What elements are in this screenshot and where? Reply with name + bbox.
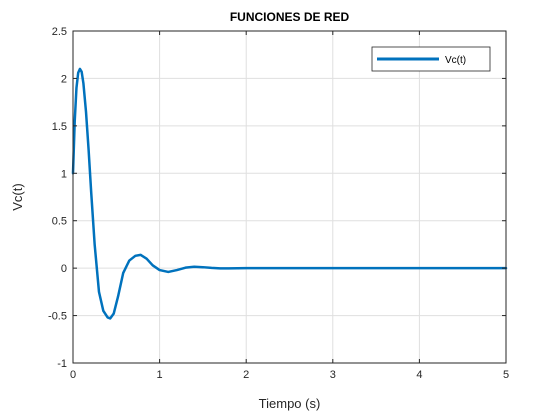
y-tick-label: 0.5 xyxy=(52,216,67,228)
y-tick-label: 2 xyxy=(61,73,67,85)
legend-entry-label: Vc(t) xyxy=(445,55,466,66)
y-tick-label: 1.5 xyxy=(52,121,67,133)
series-line xyxy=(71,67,508,320)
x-tick-label: 3 xyxy=(330,369,336,381)
chart-title: FUNCIONES DE RED xyxy=(230,10,350,24)
axes-box xyxy=(72,30,507,364)
series-layer xyxy=(71,67,508,320)
x-tick-label: 1 xyxy=(157,369,163,381)
x-tick-label: 5 xyxy=(503,369,509,381)
plot-area xyxy=(73,31,506,363)
y-tick-label: 1 xyxy=(61,168,67,180)
x-tick-label: 4 xyxy=(416,369,422,381)
y-axis-label: Vc(t) xyxy=(10,183,25,210)
y-tick-label: -1 xyxy=(57,358,67,370)
ticks xyxy=(72,30,507,364)
y-tick-labels: -1 -0.5 0 0.5 1 1.5 2 2.5 xyxy=(48,26,67,370)
legend: Vc(t) xyxy=(371,46,491,72)
x-tick-label: 2 xyxy=(243,369,249,381)
x-axis-label: Tiempo (s) xyxy=(259,396,321,411)
y-tick-label: 0 xyxy=(61,263,67,275)
y-tick-label: -0.5 xyxy=(48,311,67,323)
y-tick-label: 2.5 xyxy=(52,26,67,38)
x-tick-label: 0 xyxy=(70,369,76,381)
x-tick-labels: 0 1 2 3 4 5 xyxy=(70,369,509,381)
